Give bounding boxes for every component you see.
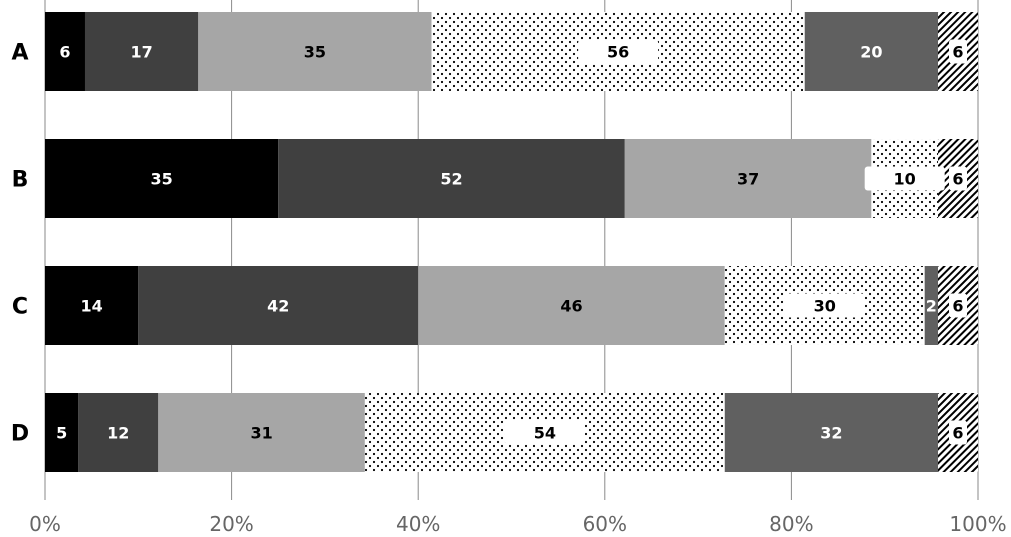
bar-segment <box>724 393 939 472</box>
data-label: 37 <box>737 170 759 189</box>
bars <box>45 12 978 472</box>
category-label: B <box>12 168 29 193</box>
bar-segment <box>158 393 365 472</box>
data-label: 52 <box>440 170 462 189</box>
bar-segment <box>198 12 432 91</box>
x-tick-label: 100% <box>949 512 1006 536</box>
bar-segment <box>45 393 79 472</box>
data-label: 12 <box>107 424 129 443</box>
data-label-background <box>784 293 865 318</box>
category-label: A <box>11 41 28 66</box>
x-tick-label: 20% <box>209 512 253 536</box>
data-label-background <box>949 420 968 445</box>
data-label-background <box>504 420 585 445</box>
bar-segment <box>45 12 85 91</box>
data-label-background <box>949 166 968 191</box>
data-label: 6 <box>952 297 963 316</box>
bar-segment <box>78 393 159 472</box>
data-label-background <box>949 39 968 64</box>
data-label: 54 <box>534 424 556 443</box>
data-label: 32 <box>820 424 842 443</box>
data-label: 14 <box>81 297 103 316</box>
bar-segment <box>924 266 939 345</box>
labels: 0% 20% 40% 60% 80% 100%A 6 17 35 56 20 6B 35 52 37 10 6C… <box>11 39 1007 536</box>
category-label: D <box>11 422 29 447</box>
data-label: 5 <box>56 424 67 443</box>
bar-segment <box>84 12 199 91</box>
bar-segment <box>804 12 939 91</box>
data-label: 17 <box>130 43 152 62</box>
x-tick-label: 0% <box>29 512 61 536</box>
bar-segment <box>45 266 139 345</box>
data-label: 20 <box>860 43 882 62</box>
data-label: 30 <box>814 297 836 316</box>
bar-segment <box>624 139 872 218</box>
category-label: C <box>12 295 28 320</box>
bar-segment <box>418 266 725 345</box>
data-label: 6 <box>952 43 963 62</box>
data-label: 6 <box>952 424 963 443</box>
bar-segment <box>138 266 419 345</box>
data-label: 56 <box>607 43 629 62</box>
x-tick-label: 60% <box>583 512 627 536</box>
data-label: 6 <box>952 170 963 189</box>
data-label: 42 <box>267 297 289 316</box>
data-label: 10 <box>894 170 916 189</box>
data-label: 6 <box>59 43 70 62</box>
bar-segment <box>278 139 625 218</box>
data-label-background <box>578 39 659 64</box>
data-label-background <box>949 293 968 318</box>
data-label-background <box>864 166 945 191</box>
data-label: 31 <box>250 424 272 443</box>
data-label: 2 <box>926 297 937 316</box>
data-label: 35 <box>150 170 172 189</box>
data-label: 46 <box>560 297 582 316</box>
x-tick-label: 80% <box>769 512 813 536</box>
x-tick-label: 40% <box>396 512 440 536</box>
data-label: 35 <box>304 43 326 62</box>
bar-segment <box>45 139 279 218</box>
